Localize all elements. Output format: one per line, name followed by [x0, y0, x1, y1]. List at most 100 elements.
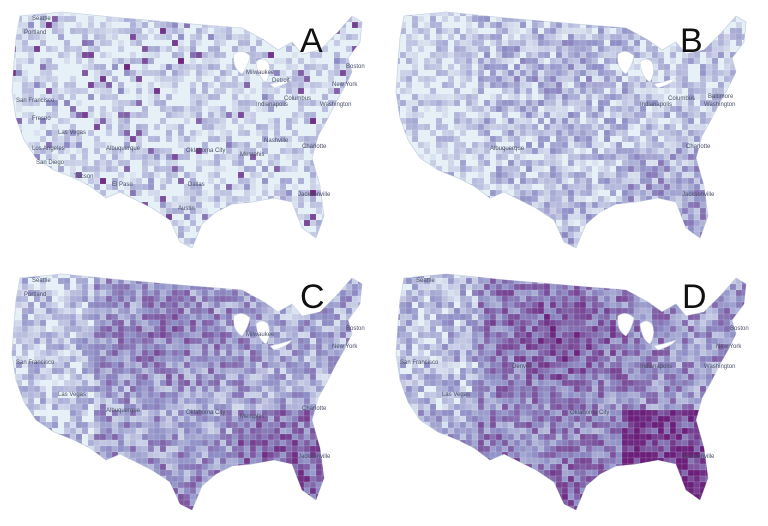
county-cell — [27, 325, 35, 333]
county-cell — [171, 397, 179, 405]
county-cell — [249, 45, 257, 53]
county-cell — [135, 283, 143, 291]
county-cell — [669, 207, 677, 215]
county-cell — [741, 219, 746, 227]
county-cell — [477, 171, 485, 179]
county-cell — [297, 201, 305, 209]
county-cell — [195, 243, 203, 248]
county-cell — [621, 81, 629, 89]
county-cell — [57, 225, 65, 233]
county-cell — [261, 207, 269, 215]
county-cell — [243, 361, 251, 369]
county-cell — [87, 213, 95, 221]
county-cell — [243, 219, 251, 227]
county-cell — [177, 337, 185, 345]
county-cell — [627, 177, 635, 185]
county-cell — [645, 231, 653, 239]
county-cell — [237, 295, 245, 303]
county-cell — [543, 63, 551, 71]
county-cell — [51, 153, 59, 161]
county-cell — [405, 243, 413, 248]
county-cell — [459, 141, 467, 149]
county-cell — [39, 123, 47, 131]
county-cell — [195, 129, 203, 137]
county-cell — [435, 45, 443, 53]
county-cell — [243, 195, 251, 203]
county-cell — [717, 51, 725, 59]
county-cell — [609, 129, 617, 137]
county-cell — [645, 93, 653, 101]
county-cell — [255, 373, 263, 381]
county-cell — [639, 243, 647, 248]
county-cell — [12, 391, 17, 399]
county-cell — [159, 12, 167, 17]
county-cell — [135, 123, 143, 131]
county-cell — [627, 153, 635, 161]
county-cell — [735, 57, 743, 65]
county-cell — [219, 349, 227, 357]
county-cell — [219, 367, 227, 375]
county-cell — [201, 379, 209, 387]
county-cell — [111, 337, 119, 345]
county-cell — [147, 15, 155, 23]
county-cell — [129, 397, 137, 405]
county-cell — [435, 243, 443, 248]
county-cell — [670, 250, 676, 256]
county-cell — [729, 33, 737, 41]
county-cell — [477, 213, 485, 221]
county-cell — [567, 219, 575, 227]
county-cell — [555, 111, 563, 119]
county-cell — [285, 219, 293, 227]
county-cell — [153, 385, 161, 393]
county-cell — [663, 129, 671, 137]
county-cell — [165, 289, 173, 297]
county-cell — [561, 15, 569, 23]
county-cell — [477, 117, 485, 125]
county-cell — [513, 105, 521, 113]
county-cell — [237, 349, 245, 357]
county-cell — [243, 117, 251, 125]
county-cell — [159, 99, 167, 107]
county-cell — [633, 27, 641, 35]
county-cell — [561, 39, 569, 47]
county-cell — [21, 391, 29, 399]
county-cell — [513, 231, 521, 239]
county-cell — [225, 325, 233, 333]
county-cell — [483, 195, 491, 203]
county-cell — [219, 274, 227, 279]
county-cell — [159, 409, 167, 417]
county-cell — [237, 343, 245, 351]
county-cell — [285, 307, 293, 315]
county-cell — [501, 99, 509, 107]
county-cell — [351, 385, 359, 393]
county-cell — [741, 165, 746, 173]
county-cell — [33, 379, 41, 387]
county-cell — [513, 69, 521, 77]
county-cell — [537, 129, 545, 137]
county-cell — [303, 111, 311, 119]
county-cell — [117, 385, 125, 393]
county-cell — [693, 207, 701, 215]
county-cell — [549, 45, 557, 53]
county-cell — [189, 379, 197, 387]
county-cell — [39, 243, 47, 248]
county-cell — [309, 325, 317, 333]
county-cell — [633, 207, 641, 215]
county-cell — [279, 274, 287, 279]
county-cell — [291, 307, 299, 315]
county-cell — [579, 207, 587, 215]
county-cell — [351, 274, 359, 279]
county-cell — [687, 105, 695, 113]
county-cell — [213, 159, 221, 167]
county-cell — [351, 147, 359, 155]
county-cell — [748, 148, 754, 154]
county-cell — [603, 225, 611, 233]
county-cell — [45, 57, 53, 65]
county-cell — [255, 277, 263, 285]
county-cell — [303, 391, 311, 399]
county-cell — [327, 117, 335, 125]
county-cell — [525, 243, 533, 248]
county-cell — [507, 243, 515, 248]
county-cell — [718, 250, 724, 256]
county-cell — [165, 171, 173, 179]
